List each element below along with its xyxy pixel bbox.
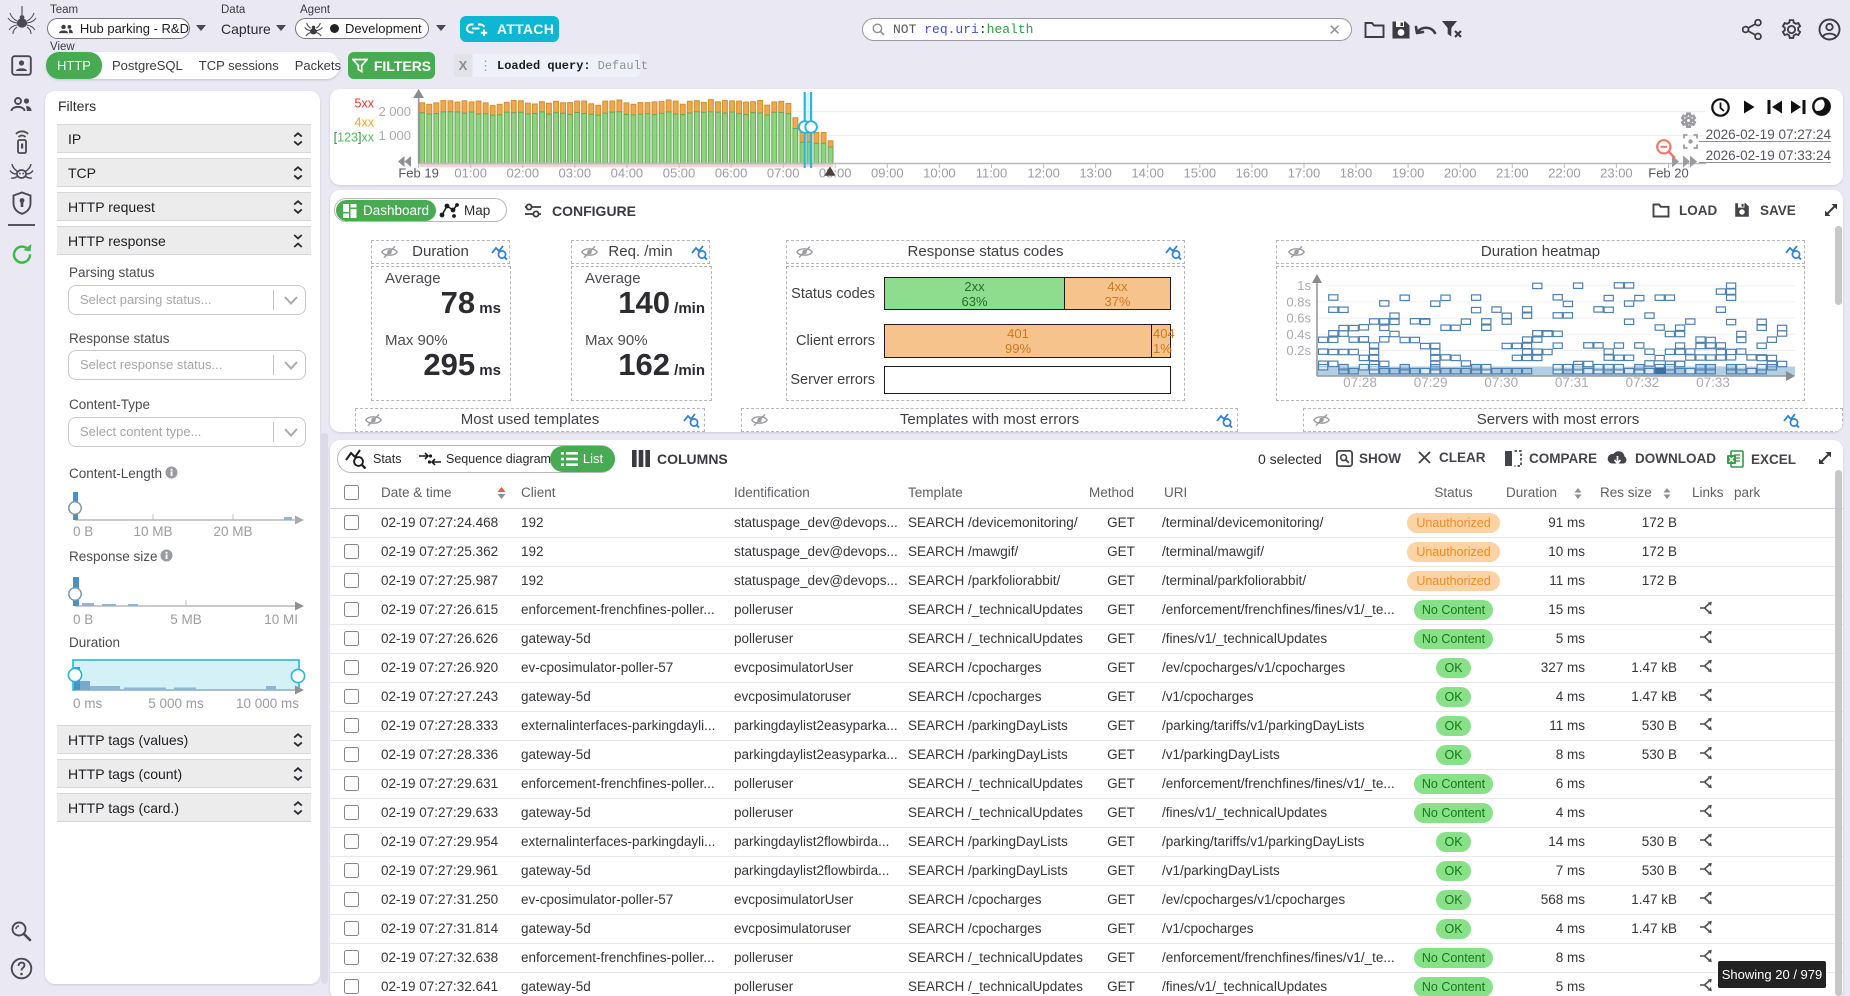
svg-text:20:00: 20:00 bbox=[1444, 166, 1477, 181]
svg-text:0 ms: 0 ms bbox=[73, 696, 103, 711]
svg-text:20 MB: 20 MB bbox=[213, 524, 252, 538]
svg-text:15:00: 15:00 bbox=[1184, 166, 1217, 181]
svg-text:5 MB: 5 MB bbox=[170, 612, 202, 626]
svg-text:11:00: 11:00 bbox=[976, 166, 1008, 181]
svg-text:0 B: 0 B bbox=[73, 612, 93, 626]
svg-text:16:00: 16:00 bbox=[1236, 166, 1269, 181]
svg-text:07:30: 07:30 bbox=[1484, 375, 1518, 390]
svg-text:21:00: 21:00 bbox=[1496, 166, 1529, 181]
svg-text:1 000: 1 000 bbox=[378, 128, 411, 143]
svg-text:0.4s: 0.4s bbox=[1286, 327, 1311, 342]
svg-text:10 MI: 10 MI bbox=[264, 612, 298, 626]
svg-text:07:33: 07:33 bbox=[1696, 375, 1730, 390]
svg-text:0 B: 0 B bbox=[73, 524, 93, 538]
svg-text:10 000 ms: 10 000 ms bbox=[236, 696, 299, 711]
svg-text:13:00: 13:00 bbox=[1079, 166, 1112, 181]
svg-text:06:00: 06:00 bbox=[715, 166, 748, 181]
svg-text:03:00: 03:00 bbox=[559, 166, 592, 181]
svg-text:01:00: 01:00 bbox=[454, 166, 487, 181]
svg-text:Feb 20: Feb 20 bbox=[1648, 166, 1688, 181]
svg-text:0.2s: 0.2s bbox=[1286, 343, 1311, 358]
svg-text:19:00: 19:00 bbox=[1392, 166, 1425, 181]
svg-text:10:00: 10:00 bbox=[923, 166, 956, 181]
svg-text:17:00: 17:00 bbox=[1288, 166, 1321, 181]
svg-text:07:29: 07:29 bbox=[1414, 375, 1448, 390]
svg-text:Feb 19: Feb 19 bbox=[398, 166, 438, 181]
svg-text:14:00: 14:00 bbox=[1131, 166, 1164, 181]
svg-text:10 MB: 10 MB bbox=[133, 524, 172, 538]
svg-text:5 000 ms: 5 000 ms bbox=[148, 696, 204, 711]
svg-text:08:00: 08:00 bbox=[819, 166, 852, 181]
svg-text:23:00: 23:00 bbox=[1600, 166, 1633, 181]
svg-text:[123]xx: [123]xx bbox=[334, 131, 375, 145]
svg-text:2 000: 2 000 bbox=[378, 104, 411, 119]
svg-text:07:28: 07:28 bbox=[1343, 375, 1377, 390]
svg-text:22:00: 22:00 bbox=[1548, 166, 1581, 181]
svg-text:02:00: 02:00 bbox=[507, 166, 540, 181]
svg-text:09:00: 09:00 bbox=[871, 166, 904, 181]
svg-text:04:00: 04:00 bbox=[611, 166, 644, 181]
svg-text:07:32: 07:32 bbox=[1626, 375, 1660, 390]
svg-text:1s: 1s bbox=[1297, 278, 1311, 293]
svg-text:07:00: 07:00 bbox=[767, 166, 800, 181]
svg-text:12:00: 12:00 bbox=[1027, 166, 1060, 181]
svg-text:05:00: 05:00 bbox=[663, 166, 696, 181]
svg-text:5xx: 5xx bbox=[355, 97, 375, 111]
svg-text:07:31: 07:31 bbox=[1555, 375, 1589, 390]
svg-text:0.6s: 0.6s bbox=[1286, 311, 1311, 326]
svg-text:0.8s: 0.8s bbox=[1286, 294, 1311, 309]
svg-text:18:00: 18:00 bbox=[1340, 166, 1373, 181]
svg-text:4xx: 4xx bbox=[355, 116, 375, 130]
